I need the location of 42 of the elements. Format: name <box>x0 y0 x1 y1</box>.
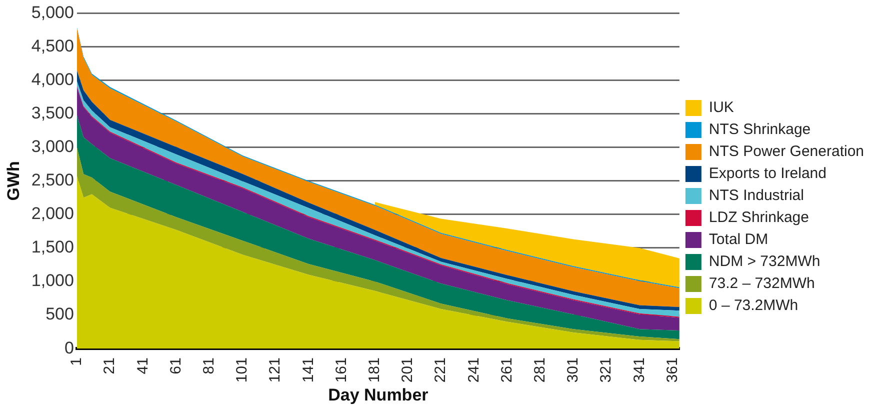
y-tick-label: 4,500 <box>31 36 74 56</box>
legend-label: LDZ Shrinkage <box>708 209 809 226</box>
x-tick-label: 41 <box>134 358 152 374</box>
x-tick-label: 281 <box>532 358 549 383</box>
legend-label: Exports to Ireland <box>708 165 826 182</box>
y-tick-label: 1,000 <box>31 271 74 290</box>
x-tick-label: 61 <box>167 358 184 374</box>
x-tick-label: 141 <box>300 358 317 383</box>
x-tick-label: 221 <box>432 358 450 383</box>
y-tick-label: 1,500 <box>31 238 74 257</box>
y-tick-label: 4,000 <box>31 70 74 89</box>
x-tick-label: 301 <box>564 358 582 383</box>
y-tick-label: 3,000 <box>31 137 74 156</box>
y-tick-label: 0 <box>64 338 74 358</box>
y-tick-label: 2,000 <box>31 204 74 224</box>
x-tick-label: 81 <box>200 358 218 374</box>
x-tick-label: 341 <box>630 358 648 383</box>
y-tick-label: 2,500 <box>31 170 74 190</box>
legend-label: NTS Shrinkage <box>708 121 811 138</box>
legend-label: NTS Power Generation <box>708 143 864 160</box>
y-axis-title: GWh <box>4 161 23 201</box>
x-tick-label: 201 <box>399 358 416 383</box>
legend-label: IUK <box>708 99 734 116</box>
x-tick-label: 181 <box>366 358 384 383</box>
y-tick-label: 500 <box>46 304 74 324</box>
y-tick-label: 5,000 <box>31 2 74 22</box>
legend-label: NDM > 732MWh <box>708 253 820 270</box>
x-tick-label: 101 <box>234 358 251 383</box>
x-tick-label: 121 <box>266 358 284 383</box>
legend-label: NTS Industrial <box>708 187 804 204</box>
x-tick-label: 1 <box>68 358 86 366</box>
x-tick-label: 241 <box>465 358 482 383</box>
x-tick-label: 161 <box>332 358 350 383</box>
x-tick-label: 21 <box>101 358 118 374</box>
legend-label: 0 – 73.2MWh <box>708 297 798 314</box>
legend-label: 73.2 – 732MWh <box>708 275 815 292</box>
x-axis-title: Day Number <box>328 385 429 404</box>
legend-label: Total DM <box>708 231 768 248</box>
x-tick-label: 361 <box>664 358 681 383</box>
x-tick-label: 261 <box>498 358 516 383</box>
y-tick-label: 3,500 <box>31 104 74 122</box>
x-tick-label: 321 <box>598 358 615 383</box>
